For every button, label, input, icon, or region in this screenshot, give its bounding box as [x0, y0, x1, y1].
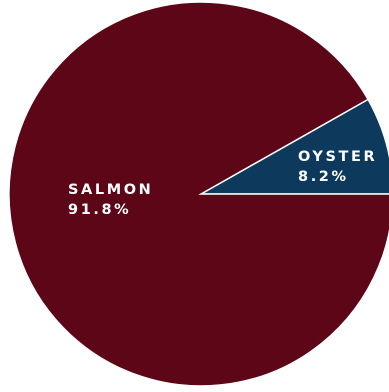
slice-label-oyster: OYSTER: [298, 149, 377, 165]
slice-value-salmon: 91.8%: [68, 202, 131, 218]
pie-slice-salmon: [8, 1, 389, 387]
slice-label-salmon: SALMON: [68, 182, 153, 198]
pie-slice-oyster: [198, 98, 389, 195]
slice-value-oyster: 8.2%: [298, 169, 349, 185]
